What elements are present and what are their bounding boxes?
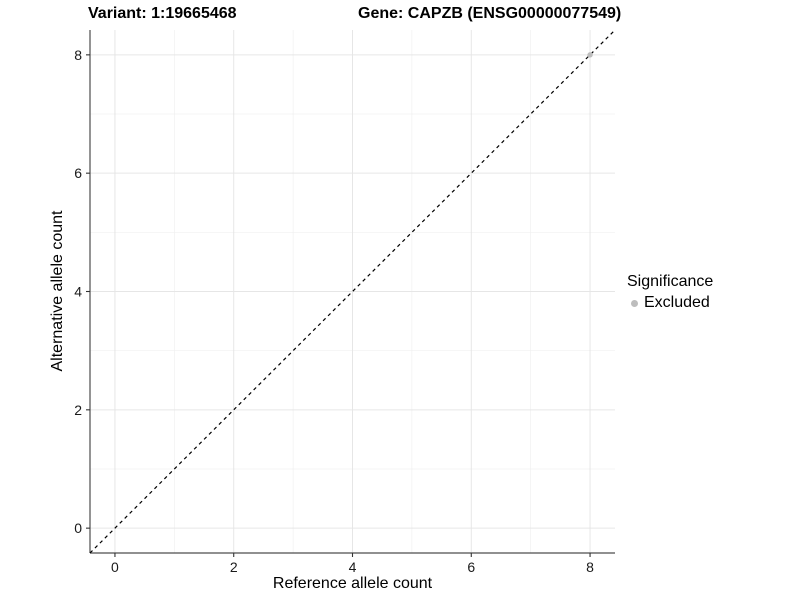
x-tick-label: 0 [111,559,119,575]
y-axis-title: Alternative allele count [49,210,66,372]
plot-title-variant: Variant: 1:19665468 [88,5,237,22]
data-point-excluded [587,52,593,58]
legend-item-label: Excluded [644,294,710,311]
y-tick-label: 8 [74,47,82,63]
x-tick-label: 2 [230,559,238,575]
legend-item-excluded: Excluded [627,294,713,312]
identity-dashed-line [89,29,616,554]
plot-title-gene: Gene: CAPZB (ENSG00000077549) [358,5,622,22]
legend-key-dot-icon [631,299,638,307]
x-axis-title: Reference allele count [272,575,433,592]
y-tick-label: 2 [74,402,82,418]
legend-title: Significance [627,273,714,290]
x-tick-label: 4 [349,559,357,575]
x-tick-label: 6 [467,559,475,575]
x-tick-label: 8 [586,559,594,575]
y-tick-label: 6 [74,165,82,181]
legend: Significance Excluded [627,273,713,312]
y-tick-label: 0 [74,520,82,536]
y-tick-label: 4 [74,284,82,300]
